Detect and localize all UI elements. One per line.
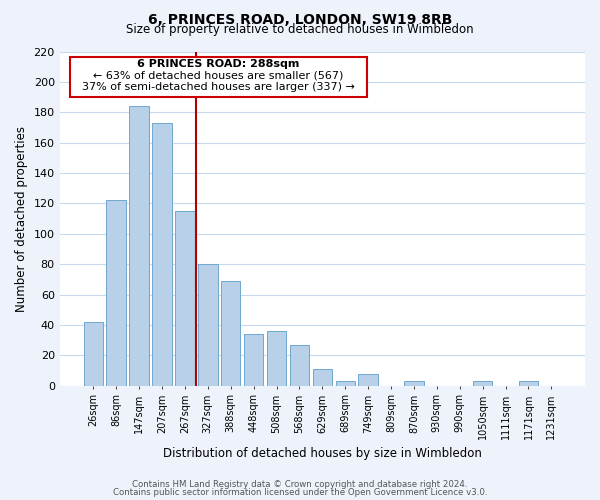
Bar [519, 381, 538, 386]
Text: ← 63% of detached houses are smaller (567): ← 63% of detached houses are smaller (56… [93, 70, 344, 81]
Text: Size of property relative to detached houses in Wimbledon: Size of property relative to detached ho… [126, 22, 474, 36]
X-axis label: Distribution of detached houses by size in Wimbledon: Distribution of detached houses by size … [163, 447, 482, 460]
Bar [106, 200, 126, 386]
Text: 6, PRINCES ROAD, LONDON, SW19 8RB: 6, PRINCES ROAD, LONDON, SW19 8RB [148, 12, 452, 26]
Bar [267, 331, 286, 386]
Bar [83, 322, 103, 386]
Bar [313, 369, 332, 386]
FancyBboxPatch shape [70, 56, 367, 96]
Text: Contains public sector information licensed under the Open Government Licence v3: Contains public sector information licen… [113, 488, 487, 497]
Bar [152, 123, 172, 386]
Y-axis label: Number of detached properties: Number of detached properties [15, 126, 28, 312]
Bar [404, 381, 424, 386]
Bar [130, 106, 149, 386]
Text: 6 PRINCES ROAD: 288sqm: 6 PRINCES ROAD: 288sqm [137, 59, 299, 69]
Bar [244, 334, 263, 386]
Bar [473, 381, 493, 386]
Bar [221, 281, 241, 386]
Bar [335, 381, 355, 386]
Bar [175, 211, 194, 386]
Text: 37% of semi-detached houses are larger (337) →: 37% of semi-detached houses are larger (… [82, 82, 355, 92]
Bar [198, 264, 218, 386]
Text: Contains HM Land Registry data © Crown copyright and database right 2024.: Contains HM Land Registry data © Crown c… [132, 480, 468, 489]
Bar [290, 344, 309, 386]
Bar [358, 374, 378, 386]
